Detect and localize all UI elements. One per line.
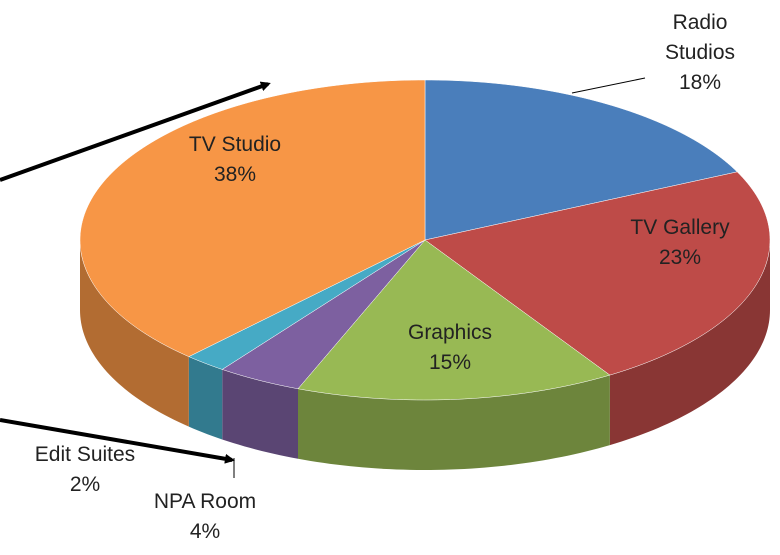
data-label: TV Gallery 23% xyxy=(580,213,780,273)
pie-side xyxy=(222,369,298,459)
slice-name: NPA Room xyxy=(153,490,257,513)
data-label: Graphics 15% xyxy=(350,318,550,378)
slice-value: 4% xyxy=(189,520,221,543)
pie-slice xyxy=(424,171,771,376)
slice-value: 2% xyxy=(69,473,101,496)
arrow xyxy=(0,81,271,182)
slice-value: 15% xyxy=(428,351,472,374)
slice-value: 38% xyxy=(213,163,257,186)
slice-name: Radio Studios xyxy=(664,11,736,64)
pie-slice xyxy=(297,239,611,401)
slice-value: 23% xyxy=(658,246,702,269)
pie-tops xyxy=(79,79,771,401)
data-label: Edit Suites 2% xyxy=(5,440,165,500)
slice-name: TV Gallery xyxy=(630,216,730,239)
slice-name: Edit Suites xyxy=(34,443,136,466)
pie-slice xyxy=(188,239,426,370)
pie-side xyxy=(188,356,223,440)
leader-line xyxy=(571,77,646,94)
pie-side xyxy=(80,240,189,427)
slice-name: TV Studio xyxy=(188,133,282,156)
pie-side xyxy=(297,375,610,470)
pie-slice xyxy=(424,79,738,241)
data-label: NPA Room 4% xyxy=(105,487,305,547)
slice-name: Graphics xyxy=(407,321,493,344)
arrow xyxy=(0,418,235,464)
data-label: Radio Studios 18% xyxy=(655,8,745,98)
pie-slice xyxy=(79,79,426,357)
slice-value: 18% xyxy=(678,71,722,94)
data-label: TV Studio 38% xyxy=(135,130,335,190)
pie-slice xyxy=(221,239,426,390)
